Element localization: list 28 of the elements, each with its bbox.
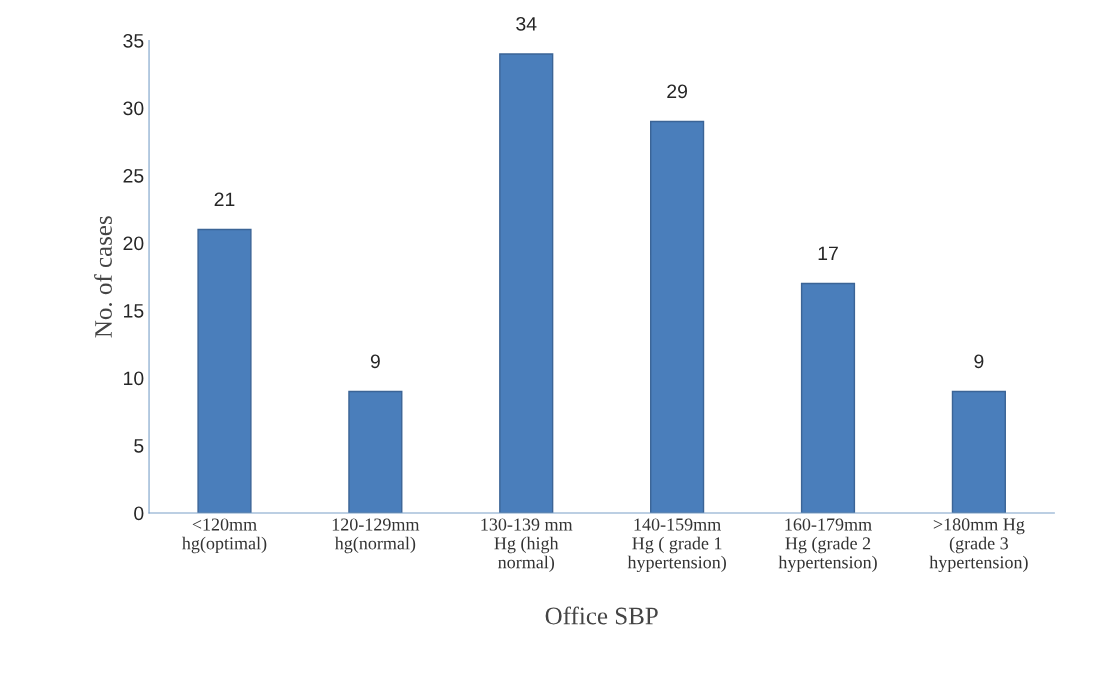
bar <box>197 228 252 513</box>
y-tick-label: 35 <box>123 33 144 48</box>
x-tick-label: 160-179mm Hg (grade 2 hypertension) <box>778 518 877 573</box>
bar <box>650 120 705 513</box>
bar <box>951 390 1006 513</box>
bar <box>348 390 403 513</box>
x-tick-label: 140-159mm Hg ( grade 1 hypertension) <box>627 518 726 573</box>
data-label: 17 <box>818 246 838 261</box>
y-tick-label: 25 <box>123 168 144 183</box>
data-label: 9 <box>370 354 380 369</box>
y-axis-title: No. of cases <box>94 216 113 338</box>
data-label: 29 <box>667 84 688 99</box>
data-label: 34 <box>516 16 537 31</box>
data-label: 9 <box>974 354 984 369</box>
x-tick-label: 130-139 mm Hg (high normal) <box>481 518 573 573</box>
x-tick-label: >180mm Hg (grade 3 hypertension) <box>929 518 1028 573</box>
data-label: 21 <box>214 192 235 207</box>
y-tick-label: 20 <box>123 236 144 251</box>
y-tick-label: 15 <box>124 304 144 318</box>
y-tick-label: 30 <box>123 101 144 116</box>
x-axis-title: Office SBP <box>545 606 658 625</box>
y-tick-label: 0 <box>134 506 144 521</box>
y-tick-label: 10 <box>124 371 144 386</box>
x-tick-label: <120mm hg(optimal) <box>182 518 267 554</box>
y-tick-label: 5 <box>134 439 144 453</box>
x-tick-label: 120-129mm hg(normal) <box>332 518 420 554</box>
bar <box>499 53 554 513</box>
bar <box>800 282 856 513</box>
